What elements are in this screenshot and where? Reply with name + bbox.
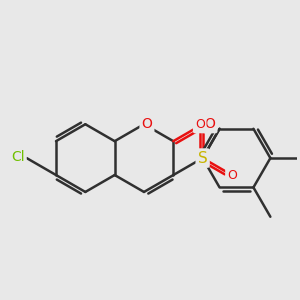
- Text: O: O: [205, 117, 215, 131]
- Text: S: S: [198, 151, 208, 166]
- Text: O: O: [227, 169, 237, 182]
- Text: Cl: Cl: [11, 150, 25, 164]
- Text: O: O: [195, 118, 205, 131]
- Text: O: O: [142, 117, 152, 131]
